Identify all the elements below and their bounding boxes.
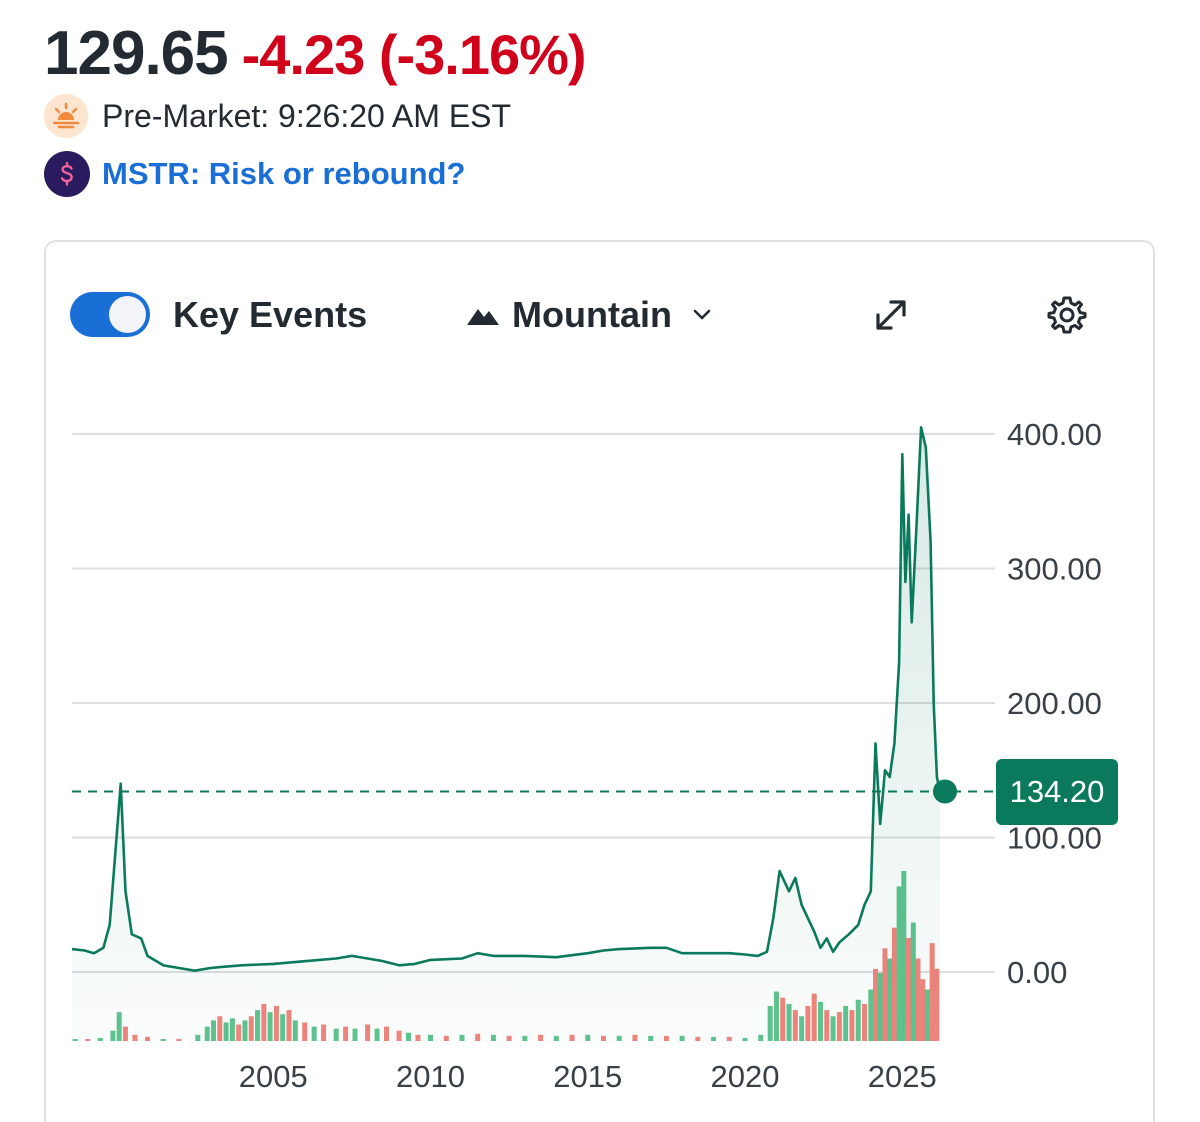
chevron-down-icon [693,309,711,320]
chart-type-select[interactable]: Mountain [466,292,712,338]
price-line [71,426,942,972]
last-price-dot [933,779,957,804]
y-tick-label: 400.00 [1007,417,1102,452]
sunrise-icon [44,94,88,138]
insight-link[interactable]: MSTR: Risk or rebound? [102,156,466,191]
insight-row[interactable]: MSTR: Risk or rebound? [44,151,465,197]
x-tick-label: 2010 [396,1059,465,1094]
last-price-label: 134.20 [996,759,1118,825]
x-tick-label: 2025 [868,1059,937,1094]
toggle-knob [109,296,146,333]
y-tick-label: 300.00 [1007,552,1102,587]
premarket-time: Pre-Market: 9:26:20 AM EST [102,97,512,134]
premarket-status: Pre-Market: 9:26:20 AM EST [44,94,511,138]
price-area [72,427,940,1041]
y-tick-label: 200.00 [1007,686,1102,721]
y-tick-label: 0.00 [1007,955,1067,990]
expand-icon [876,300,906,330]
dollar-icon [44,151,90,197]
chart-type-label: Mountain [512,294,672,335]
settings-button[interactable] [1046,294,1088,336]
price-change: -4.23 (-3.16%) [241,23,587,86]
key-events-label: Key Events [173,294,368,335]
mountain-icon [467,309,499,325]
x-tick-label: 2015 [553,1059,622,1094]
y-tick-label: 100.00 [1007,821,1102,856]
x-tick-label: 2005 [239,1059,308,1094]
key-events-toggle[interactable] [70,292,150,337]
x-tick-label: 2020 [711,1059,780,1094]
gear-icon [1047,296,1087,334]
current-price: 129.65 [44,19,229,88]
quote-header: 129.65 -4.23 (-3.16%) [44,18,587,88]
expand-button[interactable] [872,296,910,334]
